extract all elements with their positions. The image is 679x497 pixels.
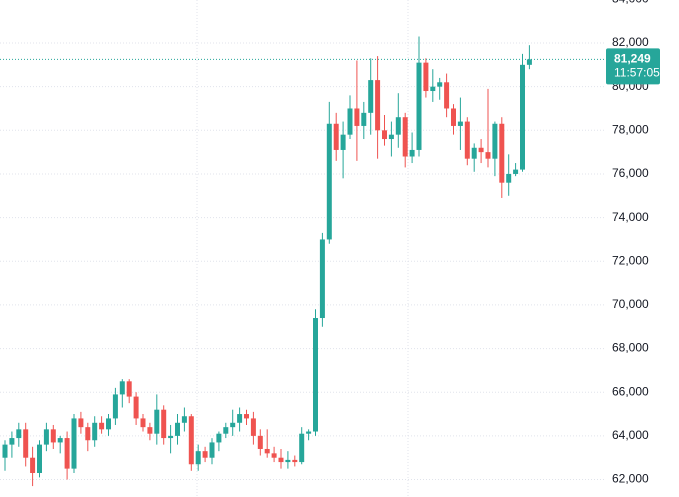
candle-body (16, 429, 22, 439)
candle-body (423, 62, 429, 92)
candle-body (278, 457, 284, 463)
candle-body (416, 62, 422, 150)
y-tick-label: 74,000 (612, 210, 649, 224)
candle-body (71, 418, 77, 469)
candle-body (388, 134, 394, 140)
candle-body (444, 82, 450, 109)
candle-body (340, 134, 346, 150)
y-tick-label: 62,000 (612, 472, 649, 486)
candle-body (368, 80, 374, 113)
candle-body (188, 416, 194, 465)
candle-body (2, 444, 8, 458)
candle-body (299, 433, 305, 463)
y-tick-label: 84,000 (612, 0, 649, 6)
candle-body (492, 123, 498, 159)
candle-body (244, 414, 249, 419)
candle-body (57, 438, 63, 443)
candle-body (140, 418, 146, 428)
candle-body (319, 239, 325, 319)
y-tick-label: 70,000 (612, 297, 649, 311)
candle-body (457, 121, 463, 126)
candle-body (333, 123, 339, 150)
y-tick-label: 64,000 (612, 428, 649, 442)
plot-area: 62,000 64,000 66,000 68,000 70,000 72,000 74,0… (0, 0, 660, 487)
y-tick-label: 82,000 (612, 35, 649, 49)
y-tick-label: 68,000 (612, 341, 649, 355)
candle-body (409, 149, 415, 157)
candle-body (237, 414, 243, 423)
candle-body (99, 422, 105, 430)
candle-body (513, 169, 519, 174)
candle-body (354, 108, 360, 126)
candle-body (37, 444, 42, 473)
candle-body (464, 121, 470, 159)
candle-body (347, 108, 353, 135)
candle-body (209, 442, 215, 458)
candle-body (326, 123, 332, 240)
candle-body (451, 108, 456, 126)
candle-body (478, 147, 484, 153)
candle-body (161, 409, 167, 439)
candle-body (78, 418, 84, 428)
candle-body (133, 396, 139, 419)
candle-body (471, 147, 477, 159)
candle-body (437, 82, 443, 87)
candle-body (106, 418, 111, 430)
candle-body (264, 448, 270, 454)
candle-body (520, 64, 525, 170)
candle-body (43, 429, 49, 445)
candle-body (119, 381, 125, 395)
candle-body (506, 173, 512, 183)
last-price-box (606, 48, 660, 85)
candle-body (85, 427, 91, 441)
candle-body (50, 429, 56, 443)
candle-body (216, 433, 222, 443)
y-tick-label: 76,000 (612, 166, 649, 180)
candle-body (292, 459, 298, 463)
candle-body (9, 438, 15, 445)
candle-body (147, 427, 153, 434)
last-price-label: 81,249 (614, 52, 651, 66)
candle-body (285, 459, 291, 463)
candle-body (382, 130, 387, 140)
candle-body (230, 422, 236, 428)
countdown-label: 11:57:05 (614, 66, 660, 80)
candle-body (126, 381, 132, 397)
candle-body (313, 318, 318, 432)
y-tick-label: 78,000 (612, 122, 649, 136)
candle-body (168, 435, 174, 439)
y-tick-label: 66,000 (612, 384, 649, 398)
candle-body (395, 117, 401, 135)
candle-body (250, 418, 256, 436)
candle-body (181, 416, 187, 423)
candle-body (23, 429, 29, 458)
candle-body (257, 435, 263, 449)
candle-body (499, 123, 505, 183)
candle-body (271, 453, 277, 458)
candle-body (202, 451, 208, 458)
y-tick-label: 72,000 (612, 253, 649, 267)
candle-body (306, 431, 312, 434)
candle-body (430, 86, 436, 92)
candle-body (485, 152, 491, 159)
candle-body (175, 422, 180, 436)
candle-body (375, 80, 381, 131)
candle-body (526, 59, 532, 65)
candle-body (30, 457, 36, 473)
candle-body (112, 394, 118, 419)
candle-body (195, 451, 201, 465)
candle-body (361, 112, 367, 126)
candle-body (64, 438, 70, 469)
candle-body (402, 117, 408, 157)
candle-body (92, 422, 98, 441)
candle-body (154, 409, 160, 434)
candle-body (223, 427, 229, 434)
